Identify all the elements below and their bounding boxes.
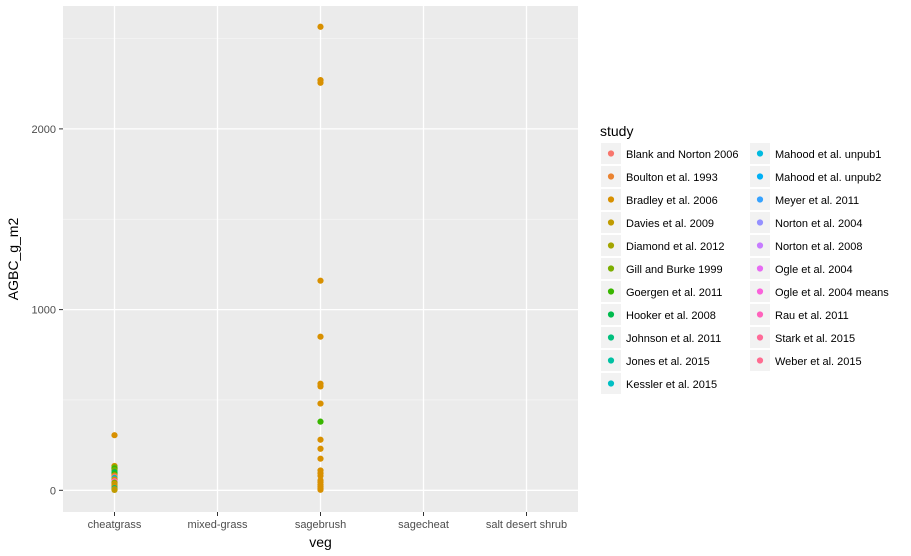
legend-swatch xyxy=(756,196,764,203)
y-axis: 0 1000 2000 xyxy=(32,124,63,497)
legend-label: Jones et al. 2015 xyxy=(626,356,710,368)
legend-swatch xyxy=(756,357,764,364)
data-point xyxy=(317,400,324,407)
legend-label: Johnson et al. 2011 xyxy=(626,333,721,345)
legend-label: Boulton et al. 1993 xyxy=(626,172,718,184)
data-point xyxy=(317,445,324,452)
legend-item: Boulton et al. 1993 xyxy=(601,166,718,187)
data-point xyxy=(111,432,118,439)
legend-label: Rau et al. 2011 xyxy=(775,310,849,322)
data-point xyxy=(317,383,324,390)
legend-item: Norton et al. 2004 xyxy=(750,212,862,233)
legend-item: Mahood et al. unpub2 xyxy=(750,166,881,187)
y-tick-label: 1000 xyxy=(32,305,56,317)
legend-swatch xyxy=(607,196,615,203)
legend-item: Gill and Burke 1999 xyxy=(601,258,723,279)
legend-swatch xyxy=(607,265,615,272)
legend-item: Bradley et al. 2006 xyxy=(601,189,718,210)
data-point xyxy=(317,277,324,284)
legend-label: Norton et al. 2008 xyxy=(775,241,862,253)
legend-item: Ogle et al. 2004 means xyxy=(750,281,889,302)
legend-title: study xyxy=(600,123,633,139)
legend-item: Meyer et al. 2011 xyxy=(750,189,859,210)
legend-item: Stark et al. 2015 xyxy=(750,327,855,348)
legend-item: Ogle et al. 2004 xyxy=(750,258,853,279)
legend-swatch xyxy=(756,311,764,318)
legend-label: Ogle et al. 2004 means xyxy=(775,287,889,299)
legend-swatch xyxy=(756,265,764,272)
legend-label: Weber et al. 2015 xyxy=(775,356,862,368)
x-tick-label: salt desert shrub xyxy=(486,519,567,531)
legend-item: Davies et al. 2009 xyxy=(601,212,714,233)
legend-item: Norton et al. 2008 xyxy=(750,235,862,256)
legend-swatch xyxy=(607,150,615,157)
legend-label: Mahood et al. unpub1 xyxy=(775,149,881,161)
legend-swatch xyxy=(607,380,615,387)
legend-swatch xyxy=(607,219,615,226)
major-gridlines xyxy=(63,6,578,512)
x-tick-label: sagebrush xyxy=(295,519,346,531)
x-axis-title: veg xyxy=(309,534,332,550)
data-point xyxy=(317,472,324,479)
data-point xyxy=(317,455,324,462)
legend-label: Norton et al. 2004 xyxy=(775,218,862,230)
legend-label: Davies et al. 2009 xyxy=(626,218,714,230)
data-point xyxy=(111,486,118,494)
legend-label: Goergen et al. 2011 xyxy=(626,287,722,299)
x-tick-label: sagecheat xyxy=(398,519,449,531)
legend-entries: Blank and Norton 2006 Boulton et al. 1993… xyxy=(601,143,889,394)
legend-item: Kessler et al. 2015 xyxy=(601,373,717,394)
legend-swatch xyxy=(607,334,615,341)
legend: study Blank and Norton 2006 Boulton et al… xyxy=(600,123,889,394)
legend-swatch xyxy=(756,242,764,249)
data-point xyxy=(317,333,324,340)
legend-label: Ogle et al. 2004 xyxy=(775,264,853,276)
legend-item: Diamond et al. 2012 xyxy=(601,235,724,256)
legend-label: Gill and Burke 1999 xyxy=(626,264,723,276)
legend-swatch xyxy=(607,311,615,318)
legend-item: Mahood et al. unpub1 xyxy=(750,143,881,164)
x-axis: cheatgrass mixed-grass sagebrush sagecheat s… xyxy=(88,512,567,531)
y-tick-label: 2000 xyxy=(32,124,56,136)
legend-swatch xyxy=(607,173,615,180)
legend-label: Blank and Norton 2006 xyxy=(626,149,739,161)
legend-label: Diamond et al. 2012 xyxy=(626,241,724,253)
data-point xyxy=(317,486,324,493)
data-points xyxy=(111,23,324,494)
legend-item: Blank and Norton 2006 xyxy=(601,143,739,164)
legend-swatch xyxy=(607,242,615,249)
y-axis-title: AGBC_g_m2 xyxy=(5,218,21,301)
data-point xyxy=(317,79,324,86)
legend-item: Hooker et al. 2008 xyxy=(601,304,716,325)
x-tick-label: mixed-grass xyxy=(188,519,248,531)
legend-item: Jones et al. 2015 xyxy=(601,350,710,371)
legend-swatch xyxy=(756,150,764,157)
data-point xyxy=(317,418,324,425)
legend-label: Kessler et al. 2015 xyxy=(626,379,717,391)
x-tick-label: cheatgrass xyxy=(88,519,142,531)
legend-swatch xyxy=(756,219,764,226)
legend-swatch xyxy=(607,357,615,364)
legend-label: Hooker et al. 2008 xyxy=(626,310,716,322)
legend-item: Rau et al. 2011 xyxy=(750,304,849,325)
legend-swatch xyxy=(756,334,764,341)
legend-swatch xyxy=(607,288,615,295)
data-point xyxy=(317,23,324,30)
legend-label: Bradley et al. 2006 xyxy=(626,195,718,207)
legend-swatch xyxy=(756,288,764,295)
legend-label: Stark et al. 2015 xyxy=(775,333,855,345)
legend-label: Mahood et al. unpub2 xyxy=(775,172,881,184)
y-tick-label: 0 xyxy=(50,485,56,497)
legend-swatch xyxy=(756,173,764,180)
legend-item: Goergen et al. 2011 xyxy=(601,281,722,302)
legend-item: Johnson et al. 2011 xyxy=(601,327,721,348)
legend-item: Weber et al. 2015 xyxy=(750,350,862,371)
legend-label: Meyer et al. 2011 xyxy=(775,195,859,207)
data-point xyxy=(317,436,324,443)
